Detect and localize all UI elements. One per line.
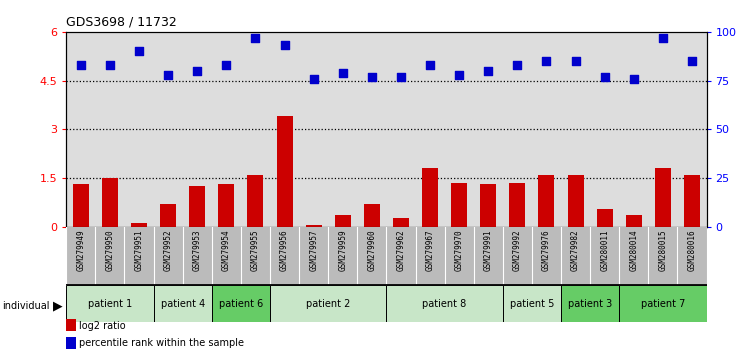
Point [366, 74, 378, 80]
Bar [597, 209, 612, 227]
Bar [561, 285, 619, 322]
Text: log2 ratio: log2 ratio [79, 321, 125, 331]
Bar [73, 184, 89, 227]
Point [162, 72, 174, 78]
Point [337, 70, 349, 76]
Text: GSM279952: GSM279952 [163, 229, 173, 271]
Text: GSM279960: GSM279960 [367, 229, 376, 271]
Bar [160, 204, 176, 227]
Bar [247, 175, 263, 227]
Text: GSM280011: GSM280011 [600, 229, 609, 271]
Bar [277, 116, 292, 227]
Text: GSM279950: GSM279950 [105, 229, 114, 271]
Text: individual: individual [2, 301, 50, 311]
Point [686, 58, 698, 64]
Text: GSM279970: GSM279970 [455, 229, 464, 271]
Text: GSM279962: GSM279962 [397, 229, 406, 271]
Bar [305, 225, 322, 227]
Point [482, 68, 494, 74]
Text: percentile rank within the sample: percentile rank within the sample [79, 338, 244, 348]
Point [657, 35, 669, 41]
Bar [219, 184, 234, 227]
Text: patient 3: patient 3 [568, 298, 612, 309]
Point [570, 58, 581, 64]
Bar [567, 175, 584, 227]
Point [395, 74, 407, 80]
Text: GSM279982: GSM279982 [571, 229, 580, 271]
Text: patient 1: patient 1 [88, 298, 132, 309]
Bar [626, 215, 642, 227]
Bar [154, 285, 212, 322]
Point [424, 62, 436, 68]
Text: GSM279992: GSM279992 [513, 229, 522, 271]
Bar [189, 186, 205, 227]
Point [628, 76, 640, 81]
Point [512, 62, 523, 68]
Point [599, 74, 611, 80]
Text: GSM279954: GSM279954 [222, 229, 231, 271]
Bar [393, 218, 409, 227]
Bar [335, 215, 351, 227]
Text: ▶: ▶ [53, 300, 63, 313]
Point [540, 58, 552, 64]
Bar [270, 285, 386, 322]
Bar [655, 168, 671, 227]
Text: GSM280015: GSM280015 [659, 229, 668, 271]
Bar [212, 285, 270, 322]
Point [250, 35, 261, 41]
Text: patient 5: patient 5 [510, 298, 554, 309]
Point [220, 62, 232, 68]
Point [75, 62, 87, 68]
Bar [66, 285, 154, 322]
Bar [684, 175, 700, 227]
Point [133, 48, 145, 54]
Text: GSM279967: GSM279967 [425, 229, 434, 271]
Point [191, 68, 203, 74]
Bar [131, 223, 147, 227]
Text: GSM279955: GSM279955 [251, 229, 260, 271]
Text: GSM279956: GSM279956 [280, 229, 289, 271]
Text: patient 6: patient 6 [219, 298, 263, 309]
Bar [364, 204, 380, 227]
Bar [386, 285, 503, 322]
Text: patient 7: patient 7 [641, 298, 685, 309]
Text: GSM279957: GSM279957 [309, 229, 318, 271]
Text: GSM279949: GSM279949 [77, 229, 85, 271]
Text: GSM279959: GSM279959 [339, 229, 347, 271]
Bar [422, 168, 438, 227]
Text: patient 2: patient 2 [306, 298, 350, 309]
Text: GSM279953: GSM279953 [193, 229, 202, 271]
Text: patient 8: patient 8 [422, 298, 467, 309]
Point [308, 76, 319, 81]
Bar [539, 175, 554, 227]
Text: GSM279976: GSM279976 [542, 229, 551, 271]
Point [453, 72, 465, 78]
Text: GSM279951: GSM279951 [135, 229, 144, 271]
Bar [102, 178, 118, 227]
Bar [451, 183, 467, 227]
Bar [503, 285, 561, 322]
Point [104, 62, 116, 68]
Text: GSM279991: GSM279991 [484, 229, 493, 271]
Point [279, 43, 291, 48]
Bar [619, 285, 707, 322]
Bar [481, 184, 496, 227]
Text: GSM280014: GSM280014 [629, 229, 638, 271]
Text: GDS3698 / 11732: GDS3698 / 11732 [66, 16, 177, 29]
Text: patient 4: patient 4 [160, 298, 205, 309]
Bar [509, 183, 526, 227]
Text: GSM280016: GSM280016 [687, 229, 696, 271]
